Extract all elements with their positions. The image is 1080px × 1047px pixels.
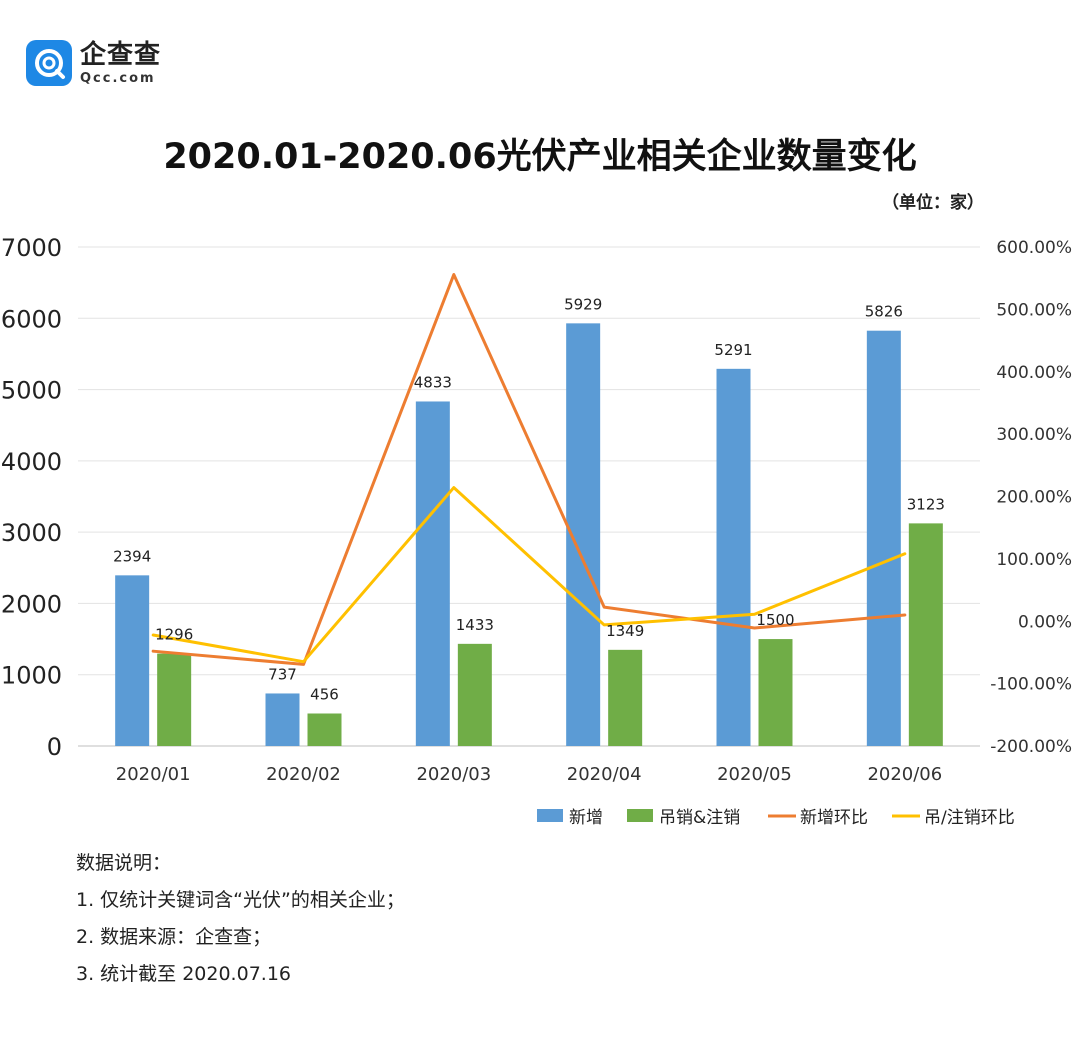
- qcc-logo-icon: [26, 40, 72, 86]
- y2-tick-label: -200.00%: [990, 737, 1072, 757]
- y-tick-label: 3000: [1, 519, 62, 547]
- brand-domain: Qcc.com: [80, 70, 156, 86]
- y-tick-label: 1000: [1, 662, 62, 690]
- x-tick-label: 2020/05: [717, 764, 792, 785]
- note-item: 3. 统计截至 2020.07.16: [76, 963, 291, 985]
- x-tick-label: 2020/01: [116, 764, 191, 785]
- data-label: 737: [268, 665, 297, 683]
- bar: [457, 643, 492, 746]
- brand-name: 企查查: [80, 39, 162, 70]
- data-label: 1296: [155, 626, 193, 644]
- bar: [115, 575, 150, 746]
- legend-swatch: [627, 809, 653, 822]
- chart-title: 2020.01-2020.06光伏产业相关企业数量变化: [163, 137, 917, 177]
- qcc-logo: 企查查 Qcc.com: [26, 40, 161, 86]
- data-label: 5291: [714, 341, 752, 359]
- y-tick-label: 2000: [1, 590, 62, 618]
- data-label: 2394: [113, 547, 151, 565]
- y2-tick-label: -100.00%: [990, 675, 1072, 695]
- series-line: [151, 486, 907, 664]
- data-label: 5826: [865, 303, 903, 321]
- data-label: 5929: [564, 295, 602, 313]
- y-tick-label: 6000: [1, 305, 62, 333]
- legend-swatch: [537, 809, 563, 822]
- bar: [908, 523, 943, 746]
- note-item: 1. 仅统计关键词含“光伏”的相关企业；: [76, 889, 405, 911]
- bar: [307, 713, 342, 746]
- bar: [608, 649, 643, 746]
- x-tick-label: 2020/04: [567, 764, 642, 785]
- notes-heading: 数据说明：: [76, 852, 172, 874]
- legend-label: 新增: [569, 808, 603, 828]
- y2-tick-label: 500.00%: [996, 300, 1072, 320]
- y2-tick-label: 100.00%: [996, 550, 1072, 570]
- y2-tick-label: 400.00%: [996, 363, 1072, 383]
- y-tick-label: 0: [47, 733, 62, 761]
- bar: [866, 330, 901, 746]
- bar: [716, 368, 751, 746]
- data-label: 1500: [756, 611, 794, 629]
- legend-label: 吊/注销环比: [924, 808, 1015, 828]
- data-notes: 数据说明： 1. 仅统计关键词含“光伏”的相关企业； 2. 数据来源：企查查； …: [76, 852, 405, 1000]
- y2-tick-label: 600.00%: [996, 238, 1072, 258]
- data-label: 456: [310, 685, 339, 703]
- data-label: 1349: [606, 622, 644, 640]
- note-item: 2. 数据来源：企查查；: [76, 926, 272, 948]
- x-tick-label: 2020/02: [266, 764, 341, 785]
- y-tick-label: 7000: [1, 234, 62, 262]
- bar: [265, 693, 300, 746]
- unit-label: （单位：家）: [882, 193, 984, 213]
- series-line: [151, 273, 907, 666]
- bar: [758, 639, 793, 746]
- y2-tick-label: 200.00%: [996, 488, 1072, 508]
- y2-tick-label: 300.00%: [996, 425, 1072, 445]
- y-tick-label: 5000: [1, 377, 62, 405]
- legend-label: 新增环比: [800, 808, 868, 828]
- y2-tick-label: 0.00%: [1018, 612, 1072, 632]
- x-tick-label: 2020/06: [867, 764, 942, 785]
- bar: [157, 653, 192, 746]
- data-label: 4833: [414, 373, 452, 391]
- data-label: 1433: [456, 616, 494, 634]
- bar: [415, 401, 450, 746]
- x-tick-label: 2020/03: [416, 764, 491, 785]
- legend-label: 吊销&注销: [659, 808, 740, 828]
- data-label: 3123: [907, 495, 945, 513]
- y-tick-label: 4000: [1, 448, 62, 476]
